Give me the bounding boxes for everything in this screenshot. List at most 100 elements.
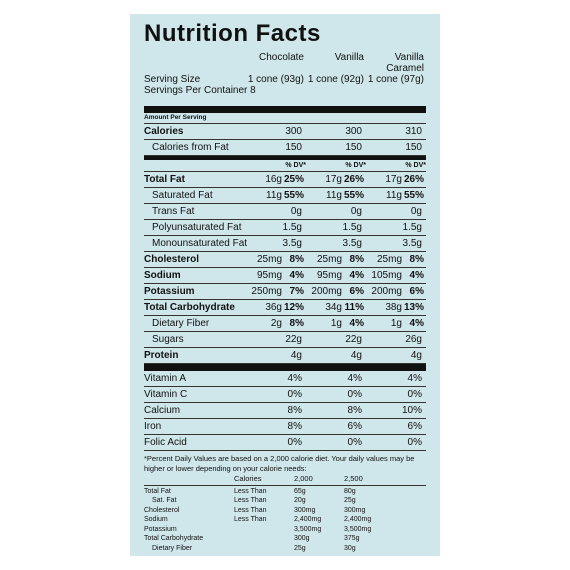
amount: 36g [265, 302, 282, 313]
amount: 150 [345, 142, 362, 153]
value-cell: 150 [248, 140, 304, 155]
daily-value: 8% [289, 254, 304, 265]
value-cell: 8% [308, 403, 364, 418]
daily-value: 6% [409, 286, 424, 297]
value-cell: 4% [368, 371, 424, 386]
daily-value: 55% [403, 190, 424, 201]
value-cell: 1g 4% [308, 316, 364, 331]
value-cell: 95mg 4% [248, 268, 304, 283]
amount: 11g [266, 190, 282, 201]
amount: 0% [287, 437, 302, 448]
dv-table-cell: 20g [294, 497, 306, 504]
daily-value: 4% [409, 270, 424, 281]
amount: 1.5g [402, 222, 422, 233]
dv-table-cell: Sodium [144, 516, 168, 523]
amount: 4% [347, 373, 362, 384]
amount: 3.5g [342, 238, 362, 249]
amount: 150 [405, 142, 422, 153]
nutrient-row: Total Carbohydrate 36g 12% 34g 11% 38g 13% [144, 300, 426, 316]
row-label: Sodium [144, 270, 181, 281]
dv-table-row: Dietary Fiber 25g 30g [144, 545, 426, 555]
dv-table-cell: 300mg [294, 506, 316, 514]
daily-value: 4% [409, 318, 424, 329]
value-cell: 300 [248, 124, 304, 139]
amount: 4g [410, 350, 422, 361]
nutrient-row: Calcium 8% 8% 10% [144, 403, 426, 419]
amount: 1g [330, 318, 342, 329]
value-cell: 4% [248, 371, 304, 386]
amount: 4% [287, 373, 302, 384]
amount: 105mg [371, 270, 402, 281]
value-cell: 36g 12% [248, 300, 304, 315]
value-cell: 0% [368, 387, 424, 402]
nutrient-row: Cholesterol 25mg 8% 25mg 8% 25mg 8% [144, 252, 426, 268]
value-cell: 11g 55% [248, 188, 304, 203]
amount: 10% [401, 405, 422, 416]
value-cell: 1.5g [368, 220, 424, 235]
amount: 0g [350, 206, 362, 217]
value-cell: 25mg 8% [368, 252, 424, 267]
amount: 95mg [316, 270, 342, 281]
dv-table-cell: 300g [294, 535, 310, 542]
value-cell: 22g [248, 332, 304, 347]
dv-table-header: Calories 2,000 2,500 [144, 474, 426, 484]
amount: 0% [287, 389, 302, 400]
nutrient-row: Saturated Fat 11g 55% 11g 55% 11g 55% [144, 188, 426, 204]
dv-table-heading: 2,500 [344, 474, 363, 483]
nutrients-section: Total Fat 16g 25% 17g 26% 17g 26% Saturated Fat… [144, 172, 426, 364]
value-cell: 95mg 4% [308, 268, 364, 283]
row-label: Polyunsaturated Fat [152, 222, 242, 233]
nutrient-row: Dietary Fiber 2g 8% 1g 4% 1g 4% [144, 316, 426, 332]
daily-value: 4% [289, 270, 304, 281]
daily-value: 8% [409, 254, 424, 265]
amount: 200mg [371, 286, 402, 297]
dv-table-cell: Total Carbohydrate [144, 535, 204, 542]
dv-table-cell: 2,400mg [294, 516, 322, 523]
dv-table-cell: 30g [344, 544, 356, 552]
daily-value: 7% [289, 286, 304, 297]
product-serving: 1 cone (97g) [367, 74, 424, 85]
nutrient-row: Calories from Fat 150 150 150 [144, 140, 426, 156]
dv-table-cell: Total Fat [144, 487, 171, 495]
value-cell: 4g [248, 348, 304, 363]
value-cell: 25mg 8% [248, 252, 304, 267]
value-cell: 25mg 8% [308, 252, 364, 267]
amount: 2g [270, 318, 282, 329]
amount: 95mg [256, 270, 282, 281]
value-cell: 8% [248, 403, 304, 418]
nutrient-row: Folic Acid 0% 0% 0% [144, 435, 426, 451]
row-label: Total Fat [144, 174, 185, 185]
dv-table-cell: Potassium [144, 525, 177, 533]
row-label: Vitamin A [144, 373, 187, 384]
dv-table: Calories 2,000 2,500 Total Fat Less Than 65g 8… [144, 474, 426, 554]
value-cell: 4g [308, 348, 364, 363]
dv-table-row: Potassium 3,500mg 3,500mg [144, 526, 426, 536]
value-cell: 17g 26% [368, 172, 424, 187]
row-label: Calories from Fat [152, 142, 229, 153]
row-label: Dietary Fiber [152, 318, 210, 329]
value-cell: 34g 11% [308, 300, 364, 315]
amount: 4g [350, 350, 362, 361]
value-cell: 0g [368, 204, 424, 219]
amount: 200mg [311, 286, 342, 297]
amount: 0% [347, 437, 362, 448]
amount: 25mg [376, 254, 402, 265]
value-cell: 1.5g [308, 220, 364, 235]
amount: 4g [290, 350, 302, 361]
value-cell: 3.5g [248, 236, 304, 251]
row-label: Trans Fat [152, 206, 195, 217]
value-cell: 10% [368, 403, 424, 418]
amount: 34g [325, 302, 342, 313]
dv-table-heading: 2,000 [294, 474, 313, 483]
dv-table-row: Sodium Less Than 2,400mg 2,400mg [144, 516, 426, 526]
nutrient-row: Sugars 22g 22g 26g [144, 332, 426, 348]
dv-table-cell: Less Than [234, 497, 267, 504]
dv-table-cell: 300mg [344, 506, 366, 514]
dv-table-cell: 2,400mg [344, 516, 372, 523]
dv-table-cell: Sat. Fat [152, 497, 177, 504]
row-label: Folic Acid [144, 437, 187, 448]
amount: 300 [285, 126, 302, 137]
dv-table-cell: 25g [344, 497, 356, 504]
nutrient-row: Polyunsaturated Fat 1.5g 1.5g 1.5g [144, 220, 426, 236]
dv-table-heading: Calories [234, 474, 262, 483]
